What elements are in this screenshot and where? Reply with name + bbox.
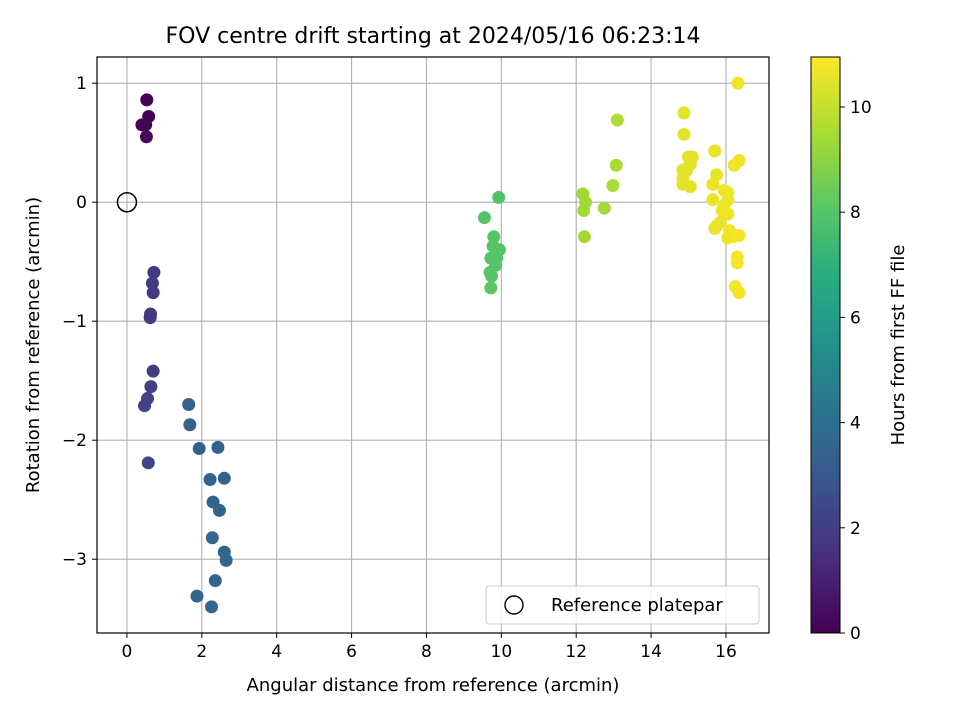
data-point [706,177,720,191]
data-point [208,574,222,588]
data-point [677,127,691,141]
x-tick-label: 0 [122,642,133,662]
data-point [731,76,745,90]
data-point [211,440,225,454]
plot-frame [96,56,770,634]
data-point [192,442,206,456]
colorbar-tick-label: 6 [850,308,861,328]
data-point [610,113,624,127]
data-point [203,472,217,486]
data-point [492,190,506,204]
legend: Reference platepar [485,585,760,625]
data-point [577,204,591,218]
data-point [484,281,498,295]
data-point [146,286,160,300]
data-point [138,399,152,413]
data-point [140,93,154,107]
x-tick-label: 14 [640,642,662,662]
y-tick-label: −1 [62,312,87,332]
data-points [135,76,746,614]
colorbar-tick-label: 0 [850,624,861,644]
data-point [677,106,691,120]
data-point [606,179,620,193]
chart-title: FOV centre drift starting at 2024/05/16 … [166,24,701,49]
data-point [182,398,196,412]
data-point [706,193,720,207]
data-point [727,158,741,172]
data-point [721,207,735,221]
data-point [146,364,160,378]
colorbar [810,56,841,634]
x-tick-label: 2 [196,642,207,662]
data-point [212,503,226,517]
data-point [597,201,611,215]
y-tick-label: 1 [76,74,87,94]
x-tick-label: 6 [346,642,357,662]
data-point [609,158,623,172]
data-point [683,180,697,194]
data-point [145,276,159,290]
legend-reference-marker [504,595,524,615]
reference-marker-layer [116,191,138,213]
reference-marker [116,191,138,213]
x-tick-label: 10 [491,642,513,662]
data-point [485,269,499,283]
y-tick-label: −3 [62,550,87,570]
data-point [477,211,491,225]
grid-lines [97,57,769,633]
x-tick-label: 4 [271,642,282,662]
x-axis-label: Angular distance from reference (arcmin) [247,675,620,696]
legend-label: Reference platepar [551,595,723,616]
data-point [205,531,219,545]
data-point [139,118,153,132]
data-point [144,380,158,394]
legend-box [485,585,760,625]
colorbar-tick-label: 4 [850,414,861,434]
data-point [577,230,591,244]
data-point [141,456,155,470]
data-point [147,265,161,279]
data-point [143,311,157,325]
x-tick-label: 16 [715,642,737,662]
x-tick-label: 8 [421,642,432,662]
data-point [219,553,233,567]
y-axis-label: Rotation from reference (arcmin) [23,197,44,493]
data-point [708,144,722,158]
data-point [721,231,735,245]
data-point [708,221,722,235]
data-point [205,600,219,614]
colorbar-tick-label: 8 [850,203,861,223]
y-axis-ticks: 1 0 −1 −2 −3 [62,74,97,570]
x-axis-ticks: 0 2 4 6 8 10 12 14 16 [122,633,737,662]
y-tick-label: 0 [76,193,87,213]
data-point [487,230,501,244]
y-tick-label: −2 [62,431,87,451]
x-tick-label: 12 [565,642,587,662]
colorbar-tick-label: 2 [850,519,861,539]
data-point [217,471,231,485]
colorbar-ticks: 0 2 4 6 8 10 [840,98,872,644]
data-point [139,130,153,144]
colorbar-label: Hours from first FF file [888,245,909,446]
colorbar-tick-label: 10 [850,98,872,118]
data-point [730,256,744,270]
data-point [732,286,746,300]
data-point [190,589,204,603]
data-point [183,418,197,432]
